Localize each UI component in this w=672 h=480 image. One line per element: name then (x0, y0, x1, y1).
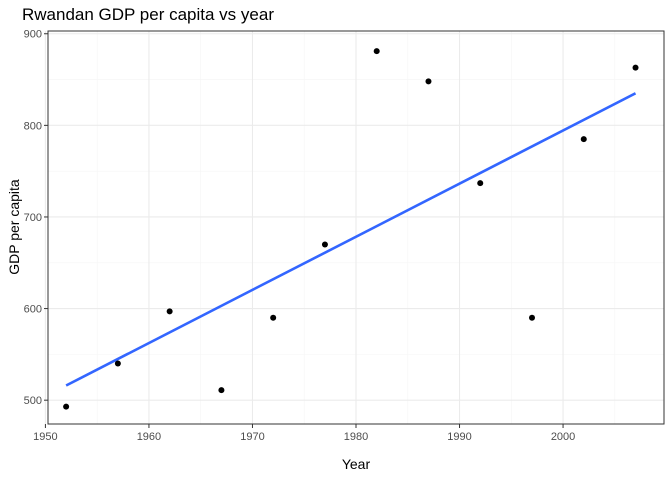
y-axis-title: GDP per capita (6, 179, 22, 275)
x-tick-label: 1960 (137, 431, 161, 443)
y-tick-label: 800 (24, 120, 42, 132)
y-axis: 500 600 700 800 900 (24, 29, 48, 407)
data-point (63, 403, 70, 410)
x-axis-title: Year (342, 456, 371, 472)
data-point (425, 78, 432, 85)
x-tick-label: 1950 (33, 431, 57, 443)
trend-line-layer (65, 92, 637, 387)
data-point (529, 314, 535, 321)
data-point (580, 136, 587, 143)
data-point (373, 48, 380, 55)
y-tick-label: 500 (24, 395, 42, 407)
data-point (166, 308, 173, 315)
data-point (632, 64, 639, 71)
chart-title: Rwandan GDP per capita vs year (22, 5, 274, 24)
x-tick-label: 1980 (344, 431, 368, 443)
x-tick-label: 2000 (551, 431, 575, 443)
y-tick-label: 700 (24, 212, 42, 224)
x-tick-label: 1970 (240, 431, 264, 443)
x-tick-label: 1990 (447, 431, 471, 443)
data-points (63, 48, 639, 410)
x-axis: 1950 1960 1970 1980 1990 2000 (33, 424, 575, 443)
data-point (270, 314, 277, 321)
data-point (114, 360, 121, 367)
data-point (321, 241, 328, 248)
data-point (218, 387, 225, 394)
trend-line (65, 92, 637, 387)
major-gridlines (44, 31, 664, 424)
data-point (477, 180, 484, 187)
y-tick-label: 600 (24, 304, 42, 316)
y-tick-label: 900 (24, 29, 42, 41)
